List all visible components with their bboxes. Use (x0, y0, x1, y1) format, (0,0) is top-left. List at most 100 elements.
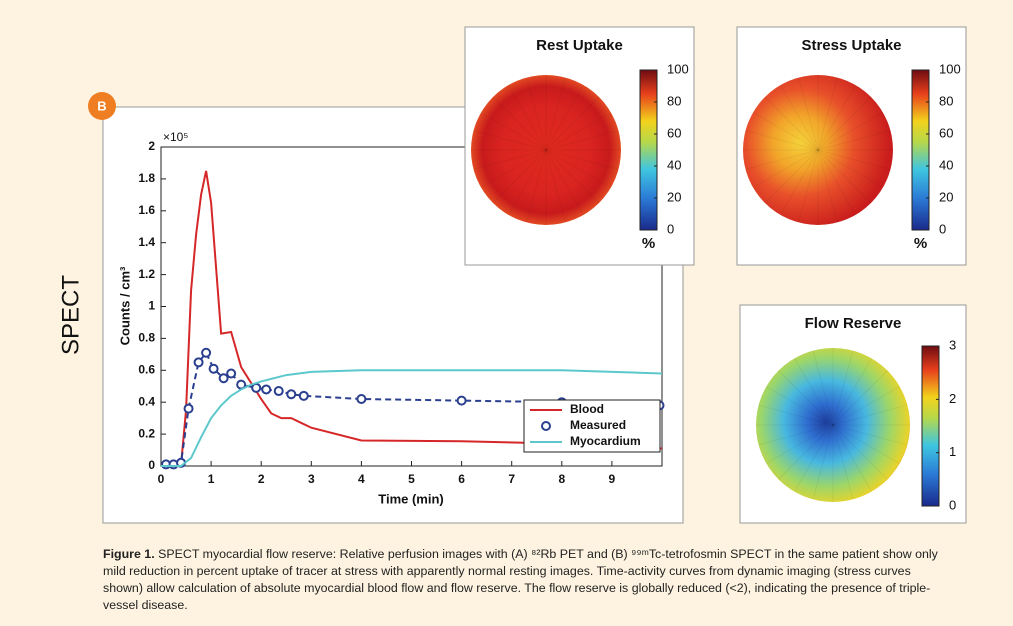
y-tick-label: 1.8 (138, 171, 155, 185)
polar-sector (752, 112, 819, 151)
polar-sector (545, 149, 566, 223)
data-point (226, 368, 237, 379)
legend-marker (541, 421, 551, 431)
legend-label: Measured (570, 418, 626, 432)
polar-sector (817, 149, 884, 188)
colorbar-tick-label: 80 (939, 93, 953, 108)
colorbar-tick-label: 60 (939, 125, 953, 140)
polar-sector (545, 149, 584, 216)
panel-label: B (97, 98, 106, 113)
polar-sector (780, 149, 819, 216)
colorbar-tick-label: 3 (949, 337, 956, 352)
data-point (456, 395, 467, 406)
data-point (193, 357, 204, 368)
polar-sector (473, 130, 547, 151)
polar-sector (832, 358, 872, 426)
polar-sector (758, 424, 834, 446)
polar-sector (798, 149, 819, 223)
x-tick-label: 5 (408, 472, 415, 486)
polar-sector (812, 424, 834, 500)
polar-sector (758, 404, 834, 426)
polar-sector (794, 358, 834, 426)
colorbar-unit: % (914, 235, 927, 252)
polar-sector (780, 84, 819, 151)
colorbar-tick-label: 40 (939, 157, 953, 172)
polar-sector (817, 130, 891, 151)
side-label: SPECT (57, 275, 84, 355)
y-tick-label: 0.4 (138, 394, 155, 408)
polar-sector (545, 77, 566, 151)
polar-sector (832, 424, 888, 480)
polar-sector (545, 149, 600, 204)
y-scale-label: ×10⁵ (163, 130, 188, 144)
series-line (161, 369, 663, 467)
polar-sector (817, 149, 891, 170)
colorbar (911, 69, 930, 231)
x-tick-label: 2 (258, 472, 265, 486)
polar-sector (832, 424, 908, 446)
polar-sector (492, 96, 547, 151)
x-tick-label: 8 (558, 472, 565, 486)
x-tick-label: 3 (308, 472, 315, 486)
colorbar-tick-label: 0 (949, 497, 956, 512)
colorbar-tick-label: 0 (939, 221, 946, 236)
polar-sector (817, 149, 872, 204)
polar-sector (832, 350, 854, 426)
data-point (356, 394, 367, 405)
polar-sector (817, 77, 838, 151)
polar-sector (526, 149, 547, 223)
y-tick-label: 0.8 (138, 331, 155, 345)
x-tick-label: 7 (508, 472, 515, 486)
data-point (261, 384, 272, 395)
polar-sector (480, 149, 547, 188)
data-point (273, 386, 284, 397)
polar-sector (545, 130, 619, 151)
colorbar-tick-label: 60 (667, 125, 681, 140)
colorbar-tick-label: 80 (667, 93, 681, 108)
y-tick-label: 1.6 (138, 203, 155, 217)
x-tick-label: 9 (609, 472, 616, 486)
data-point (183, 403, 194, 414)
x-tick-label: 0 (158, 472, 165, 486)
y-tick-label: 1.2 (138, 267, 155, 281)
polar-sector (832, 370, 888, 426)
polar-sector (817, 96, 872, 151)
polar-sector (766, 386, 834, 426)
caption-label: Figure 1. (103, 547, 155, 561)
data-point (286, 389, 297, 400)
polar-sector (832, 386, 900, 426)
x-axis-title: Time (min) (378, 491, 444, 506)
polar-sector (745, 130, 819, 151)
data-point (208, 363, 219, 374)
polar-sector (526, 77, 547, 151)
colorbar-tick-label: 20 (939, 189, 953, 204)
x-tick-label: 4 (358, 472, 365, 486)
panel-badge (88, 92, 116, 120)
x-tick-label: 1 (208, 472, 215, 486)
data-point (218, 373, 229, 384)
polar-sector (832, 424, 854, 500)
y-tick-label: 2 (148, 139, 155, 153)
colorbar-tick-label: 40 (667, 157, 681, 172)
colorbar-tick-label: 1 (949, 444, 956, 459)
polar-sector (817, 84, 856, 151)
polar-map (471, 75, 621, 225)
polar-sector (812, 350, 834, 426)
y-axis-title: Counts / cm³ (117, 266, 132, 345)
polar-sector (752, 149, 819, 188)
polar-sector (798, 77, 819, 151)
data-point (298, 390, 309, 401)
polar-sector (778, 370, 834, 426)
caption: Figure 1. SPECT myocardial flow reserve:… (103, 546, 943, 614)
legend-label: Myocardium (570, 434, 641, 448)
y-tick-label: 0.2 (138, 426, 155, 440)
map-title: Stress Uptake (801, 37, 901, 54)
colorbar-tick-label: 100 (667, 61, 689, 76)
polar-sector (545, 149, 612, 188)
data-point (251, 382, 262, 393)
polar-sector (764, 149, 819, 204)
y-tick-label: 1 (148, 299, 155, 313)
polar-sector (817, 149, 856, 216)
y-tick-label: 1.4 (138, 235, 155, 249)
